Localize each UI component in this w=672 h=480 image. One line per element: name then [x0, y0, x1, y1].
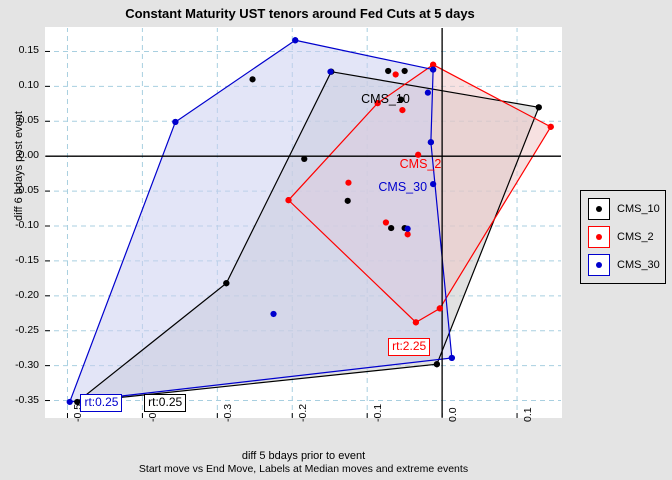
legend-label-cms30: CMS_30 — [617, 259, 660, 271]
median-label-cms2: CMS_2 — [399, 156, 442, 171]
x-axis-sublabel: Start move vs End Move, Labels at Median… — [138, 463, 469, 475]
y-tick-label: -0.30 — [15, 358, 39, 371]
y-tick-label: -0.05 — [15, 184, 39, 197]
y-tick-label: 0.00 — [18, 149, 39, 162]
y-tick-label: 0.10 — [18, 79, 39, 92]
y-tick-label: -0.15 — [15, 253, 39, 266]
x-tick-label: -0.1 — [372, 403, 385, 422]
x-axis-label: diff 5 bdays prior to event — [241, 450, 366, 462]
x-tick-label: -0.3 — [222, 403, 235, 422]
extreme-label-cms10: rt:0.25 — [144, 393, 187, 412]
legend: CMS_10 CMS_2 CMS_30 — [580, 190, 666, 284]
legend-item-cms2[interactable]: CMS_2 — [588, 225, 668, 249]
extreme-label-cms2: rt:2.25 — [388, 338, 431, 357]
x-tick-label: -0.2 — [297, 403, 310, 422]
plot-panel — [45, 27, 562, 418]
y-tick-label: -0.20 — [15, 288, 39, 301]
legend-label-cms2: CMS_2 — [617, 231, 654, 243]
x-tick-label: 0.1 — [522, 407, 535, 422]
y-axis-label: diff 6 bdays post event — [13, 111, 25, 221]
y-tick-label: -0.25 — [15, 323, 39, 336]
y-tick-label: 0.15 — [18, 44, 39, 57]
legend-swatch-cms30 — [588, 254, 610, 276]
legend-item-cms30[interactable]: CMS_30 — [588, 253, 668, 277]
legend-label-cms10: CMS_10 — [617, 203, 660, 215]
legend-swatch-cms10 — [588, 198, 610, 220]
y-tick-label: -0.35 — [15, 393, 39, 406]
y-tick-label: -0.10 — [15, 218, 39, 231]
extreme-label-cms30: rt:0.25 — [80, 393, 123, 412]
median-label-cms30: CMS_30 — [378, 179, 428, 194]
legend-item-cms10[interactable]: CMS_10 — [588, 197, 668, 221]
y-tick-label: 0.05 — [18, 114, 39, 127]
median-label-cms10: CMS_10 — [361, 92, 410, 107]
x-tick-label: 0.0 — [447, 407, 460, 422]
page-title: Constant Maturity UST tenors around Fed … — [125, 6, 475, 21]
legend-swatch-cms2 — [588, 226, 610, 248]
